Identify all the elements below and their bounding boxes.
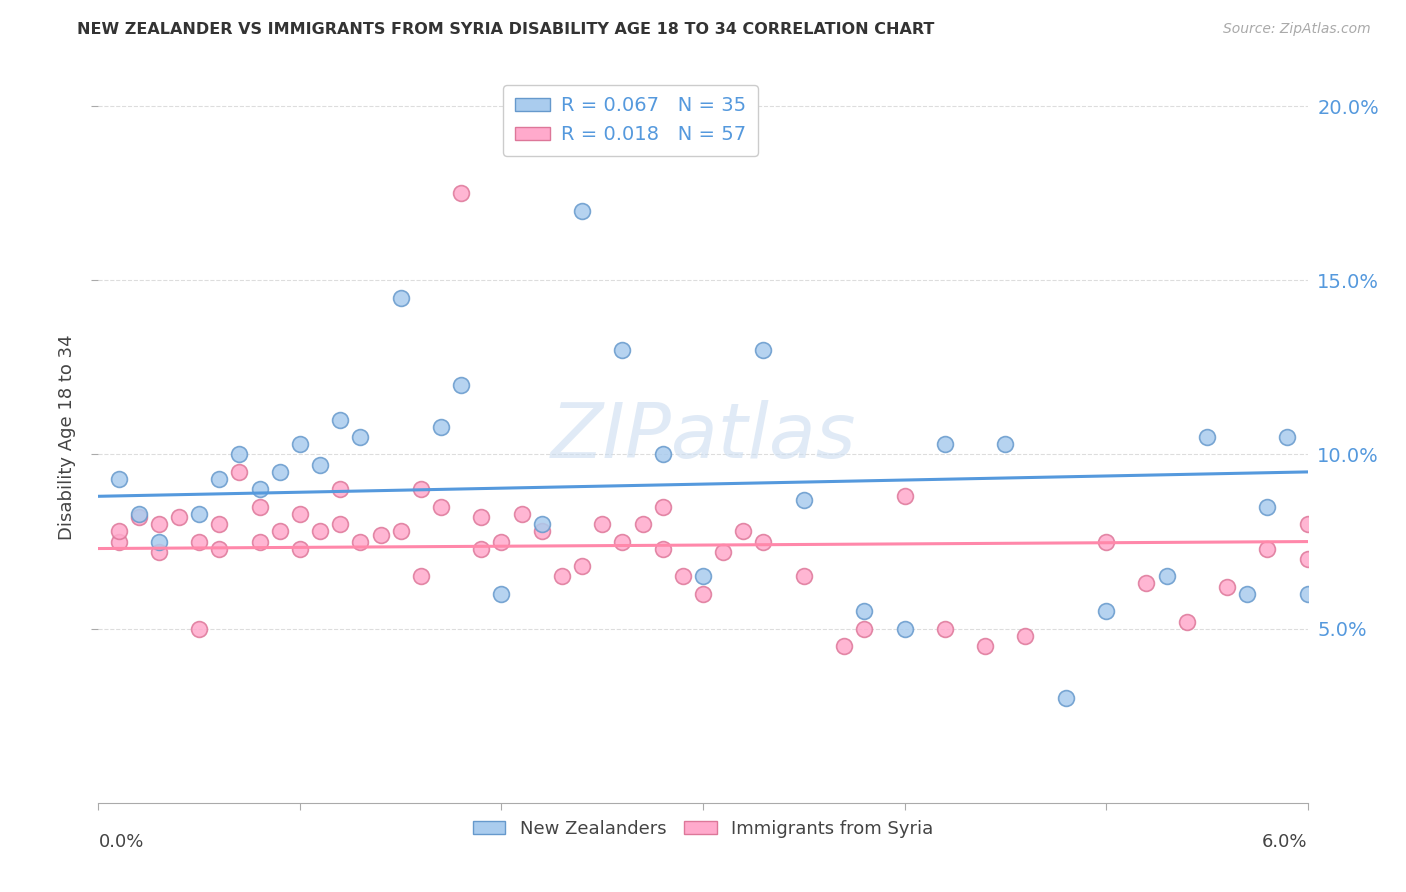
Point <box>269 524 291 538</box>
Point <box>288 507 311 521</box>
Point <box>1175 615 1198 629</box>
Point <box>249 534 271 549</box>
Text: ZIPatlas: ZIPatlas <box>550 401 856 474</box>
Point <box>148 517 170 532</box>
Point <box>711 545 734 559</box>
Point <box>188 534 211 549</box>
Point <box>107 472 129 486</box>
Point <box>228 448 250 462</box>
Point <box>551 569 574 583</box>
Point <box>793 569 815 583</box>
Point <box>1236 587 1258 601</box>
Point <box>752 534 775 549</box>
Point <box>1135 576 1157 591</box>
Point <box>470 541 492 556</box>
Point <box>651 541 673 556</box>
Point <box>491 587 513 601</box>
Point <box>1014 629 1036 643</box>
Point <box>1195 430 1218 444</box>
Point <box>1277 430 1299 444</box>
Point <box>249 483 271 497</box>
Point <box>672 569 695 583</box>
Point <box>107 524 129 538</box>
Point <box>389 524 412 538</box>
Point <box>430 500 453 514</box>
Point <box>329 517 352 532</box>
Point <box>1296 552 1319 566</box>
Point <box>612 534 634 549</box>
Point <box>1256 500 1278 514</box>
Point <box>853 604 876 618</box>
Point <box>591 517 613 532</box>
Point <box>389 291 412 305</box>
Point <box>793 492 815 507</box>
Point <box>651 500 673 514</box>
Point <box>832 639 855 653</box>
Point <box>269 465 291 479</box>
Point <box>1156 569 1178 583</box>
Point <box>994 437 1017 451</box>
Text: 0.0%: 0.0% <box>98 833 143 851</box>
Text: 6.0%: 6.0% <box>1263 833 1308 851</box>
Point <box>491 534 513 549</box>
Point <box>128 507 150 521</box>
Point <box>107 534 129 549</box>
Point <box>329 412 352 426</box>
Point <box>733 524 755 538</box>
Point <box>409 483 432 497</box>
Text: Source: ZipAtlas.com: Source: ZipAtlas.com <box>1223 22 1371 37</box>
Point <box>288 541 311 556</box>
Point <box>430 419 453 434</box>
Point <box>1296 517 1319 532</box>
Point <box>128 510 150 524</box>
Point <box>571 558 593 573</box>
Point <box>692 569 714 583</box>
Point <box>309 524 332 538</box>
Point <box>1095 534 1118 549</box>
Point <box>349 534 371 549</box>
Point <box>370 527 392 541</box>
Point <box>349 430 371 444</box>
Point <box>228 465 250 479</box>
Point <box>167 510 190 524</box>
Point <box>934 437 956 451</box>
Point <box>1095 604 1118 618</box>
Point <box>148 534 170 549</box>
Point <box>450 377 472 392</box>
Point <box>1296 587 1319 601</box>
Legend: New Zealanders, Immigrants from Syria: New Zealanders, Immigrants from Syria <box>465 813 941 845</box>
Point <box>188 622 211 636</box>
Point <box>530 524 553 538</box>
Point <box>329 483 352 497</box>
Point <box>631 517 654 532</box>
Point <box>409 569 432 583</box>
Text: NEW ZEALANDER VS IMMIGRANTS FROM SYRIA DISABILITY AGE 18 TO 34 CORRELATION CHART: NEW ZEALANDER VS IMMIGRANTS FROM SYRIA D… <box>77 22 935 37</box>
Point <box>612 343 634 357</box>
Point <box>934 622 956 636</box>
Point <box>1216 580 1239 594</box>
Point <box>309 458 332 472</box>
Point <box>651 448 673 462</box>
Point <box>853 622 876 636</box>
Point <box>208 517 231 532</box>
Point <box>571 203 593 218</box>
Point <box>893 622 915 636</box>
Point <box>208 541 231 556</box>
Point <box>752 343 775 357</box>
Point <box>249 500 271 514</box>
Point <box>470 510 492 524</box>
Point <box>188 507 211 521</box>
Point <box>692 587 714 601</box>
Point <box>1054 691 1077 706</box>
Point <box>510 507 533 521</box>
Point <box>530 517 553 532</box>
Point <box>974 639 997 653</box>
Y-axis label: Disability Age 18 to 34: Disability Age 18 to 34 <box>58 334 76 540</box>
Point <box>1256 541 1278 556</box>
Point <box>893 489 915 503</box>
Point <box>208 472 231 486</box>
Point <box>148 545 170 559</box>
Point <box>450 186 472 201</box>
Point <box>288 437 311 451</box>
